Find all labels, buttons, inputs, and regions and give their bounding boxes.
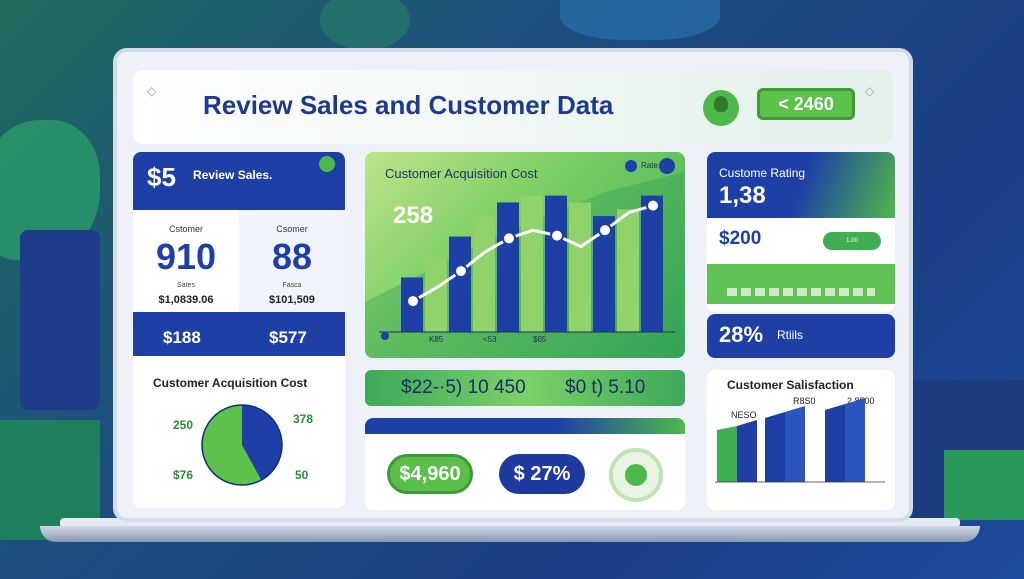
laptop-lip <box>60 518 960 528</box>
sales-label: Review Sales. <box>193 168 273 182</box>
column-number: 910 <box>155 236 217 277</box>
chart-bar <box>641 195 663 332</box>
chart-badge-icon <box>625 160 637 172</box>
satisfaction-bar <box>737 420 757 482</box>
rating-progress-band <box>707 264 895 304</box>
chart-big-value: 258 <box>393 202 434 229</box>
chart-bar <box>569 202 591 332</box>
ratio-band: 28% Rtiils <box>707 314 895 358</box>
customer-satisfaction-card: Customer Salisfaction NESO R8S0 2.8500 <box>707 370 895 510</box>
trend-point <box>550 228 564 243</box>
chart-badge-label: Rate <box>641 161 658 170</box>
x-tick-label: <53 <box>483 335 497 344</box>
column-label: Csomer <box>276 224 308 234</box>
mid-value-2: $577 <box>269 328 307 347</box>
rating-number: 1,38 <box>719 182 766 209</box>
header-badge-button[interactable]: < 2460 <box>757 88 855 120</box>
background-block <box>944 450 1024 520</box>
acquisition-cost-title: Customer Acquisition Cost <box>153 376 308 390</box>
chart-bar <box>497 202 519 332</box>
chart-title: Customer Acquisition Cost <box>385 166 538 181</box>
column-number: 88 <box>271 236 313 277</box>
kpi-pills-card: $4,960 $ 27% <box>365 418 685 510</box>
rating-progress-track <box>727 288 875 296</box>
trend-point <box>646 198 660 213</box>
acquisition-pie-chart <box>201 404 283 486</box>
trend-point <box>502 231 516 246</box>
chart-menu-icon[interactable] <box>659 158 675 174</box>
summary-strip: $22-·5) 10 450 $0 t) 5.10 <box>365 370 685 406</box>
background-leaf <box>320 0 410 50</box>
laptop-base <box>40 526 980 542</box>
satisfaction-title: Customer Salisfaction <box>727 378 854 392</box>
pie-label: 250 <box>173 418 194 432</box>
sales-mid-band: $188 $577 <box>133 312 345 356</box>
legend-dot-icon <box>381 332 389 340</box>
page-title: Review Sales and Customer Data <box>203 90 614 120</box>
customer-column-2: Csomer 88 Fasca $101,509 <box>239 210 345 312</box>
customer-column-1: Cstomer 910 Sates $1,0839.06 <box>133 210 239 312</box>
trend-line <box>412 204 654 303</box>
rating-value: $200 <box>719 228 762 249</box>
column-sublabel: Sates <box>177 282 195 289</box>
revenue-pill-button[interactable]: $4,960 <box>387 454 473 494</box>
kpi-pills-header <box>365 418 685 434</box>
ratio-label: Rtiils <box>777 328 803 342</box>
chart-bar <box>449 236 471 332</box>
x-tick-label: K85 <box>429 335 444 344</box>
corner-icon: ◇ <box>147 84 157 98</box>
pie-label: 50 <box>295 468 309 482</box>
satisfaction-label: NESO <box>731 410 757 420</box>
thumbs-up-icon[interactable] <box>609 448 663 502</box>
column-value: $101,509 <box>269 294 315 306</box>
chart-bar <box>617 209 639 332</box>
avatar[interactable] <box>703 90 739 126</box>
pie-label: 378 <box>293 412 314 426</box>
satisfaction-bar-chart <box>715 398 885 483</box>
x-tick-label: $65 <box>533 335 547 344</box>
chart-bar <box>545 195 567 332</box>
sales-summary-header: $5 Review Sales. <box>133 152 345 210</box>
satisfaction-bar <box>785 406 805 482</box>
chart-bar <box>473 216 495 332</box>
satisfaction-bar <box>717 426 737 482</box>
dashboard-screen: ◇ ◇ Review Sales and Customer Data < 246… <box>113 48 913 522</box>
pie-outline <box>201 404 283 486</box>
column-value: $1,0839.06 <box>158 294 214 306</box>
sales-big-value: $5 <box>147 162 176 192</box>
rating-header: Custome Rating 1,38 <box>707 152 895 218</box>
satisfaction-bar <box>825 404 845 482</box>
rating-title: Custome Rating <box>719 166 806 180</box>
trend-point <box>406 294 420 309</box>
mid-value-1: $188 <box>163 328 201 347</box>
trend-point <box>454 264 468 279</box>
trend-point <box>598 223 612 238</box>
column-sublabel: Fasca <box>282 282 302 289</box>
chart-bar <box>425 257 447 332</box>
column-label: Cstomer <box>168 224 203 234</box>
rating-pill-button[interactable]: 1.00 <box>823 232 881 250</box>
customer-rating-card: Custome Rating 1,38 $200 1.00 <box>707 152 895 312</box>
strip-text: $0 t) 5.10 <box>565 377 646 398</box>
satisfaction-label: R8S0 <box>793 396 816 406</box>
pie-label: $76 <box>173 468 194 482</box>
status-dot-icon <box>319 156 335 172</box>
satisfaction-bar <box>765 412 785 482</box>
acquisition-bar-line-chart: K85 <53 $65 <box>365 172 685 358</box>
corner-icon: ◇ <box>865 84 875 98</box>
sales-summary-card: $5 Review Sales. Cstomer 910 Sates $1,08… <box>133 152 345 508</box>
satisfaction-bar <box>845 398 865 482</box>
chart-bar <box>521 195 543 332</box>
header: ◇ ◇ Review Sales and Customer Data < 246… <box>133 70 893 144</box>
strip-text: $22-·5) 10 450 <box>401 377 526 398</box>
rate-pill-button[interactable]: $ 27% <box>499 454 585 494</box>
pie-slice <box>202 405 262 485</box>
chart-bar <box>593 216 615 332</box>
background-leaf <box>560 0 720 40</box>
background-vase <box>20 230 100 410</box>
ratio-value: 28% <box>719 322 764 347</box>
acquisition-chart-card: K85 <53 $65 Customer Acquisition Cost Ra… <box>365 152 685 358</box>
